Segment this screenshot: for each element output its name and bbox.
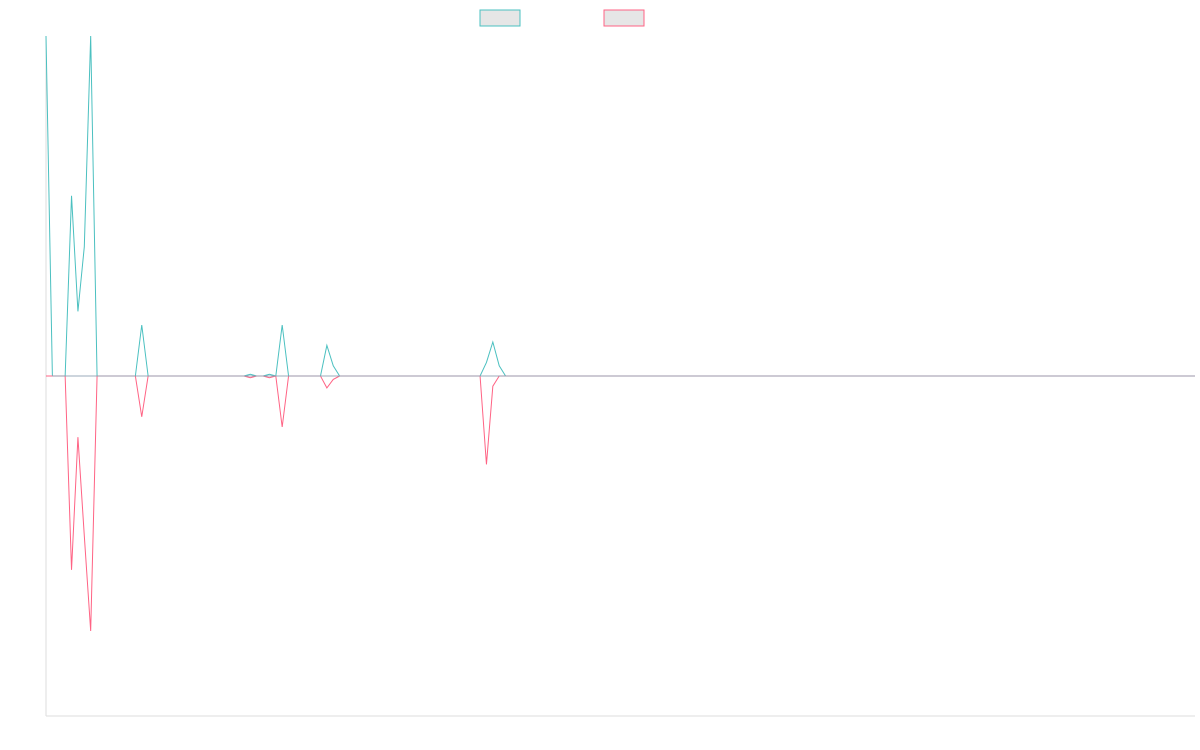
legend-swatch-1	[479, 9, 521, 27]
legend-swatch-2	[603, 9, 645, 27]
series-line-2	[46, 375, 1195, 632]
series-line-1	[45, 35, 1195, 377]
